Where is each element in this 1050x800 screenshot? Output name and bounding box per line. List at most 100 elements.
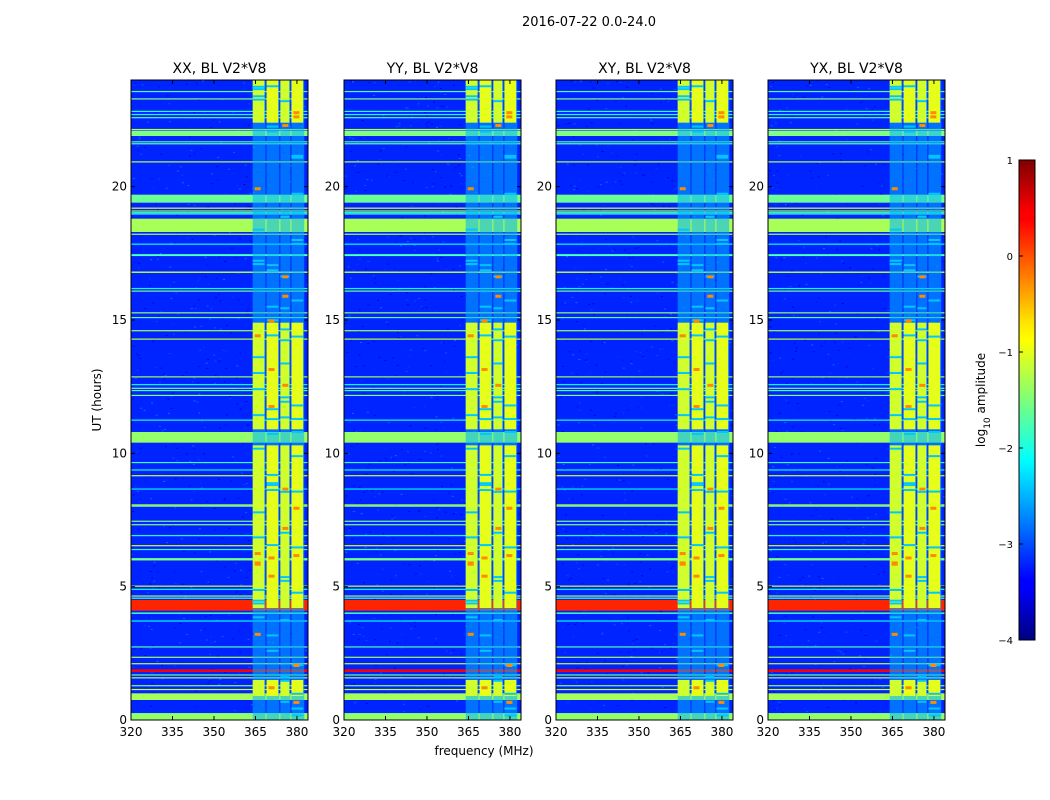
noise-pixel [799, 155, 802, 157]
noise-pixel [604, 639, 607, 641]
flagged-line [768, 688, 945, 691]
noise-pixel [138, 262, 141, 264]
rfi-gap [691, 264, 704, 267]
flagged-line [556, 612, 733, 614]
noise-pixel [395, 241, 398, 243]
noise-pixel [769, 326, 772, 328]
noise-pixel [582, 623, 585, 625]
noise-pixel [651, 529, 654, 531]
noise-pixel [231, 460, 234, 462]
noise-pixel [808, 575, 811, 577]
rfi-gap [280, 362, 290, 365]
rfi-gap [465, 599, 478, 602]
noise-pixel [246, 577, 249, 579]
noise-pixel [882, 421, 885, 423]
flagged-line [768, 585, 945, 587]
noise-pixel [667, 562, 670, 564]
noise-pixel [630, 360, 633, 362]
noise-pixel [559, 396, 562, 398]
rfi-gap [493, 339, 503, 342]
noise-pixel [616, 563, 619, 565]
rfi-hotspot [693, 574, 700, 578]
noise-pixel [671, 340, 674, 342]
flagged-line [556, 117, 733, 119]
noise-pixel [421, 169, 424, 171]
noise-pixel [399, 245, 402, 247]
noise-pixel [833, 424, 836, 426]
rfi-hotspot [506, 115, 513, 119]
noise-pixel [880, 526, 883, 528]
rfi-active-block [677, 80, 690, 123]
noise-pixel [136, 491, 139, 493]
noise-pixel [650, 203, 653, 205]
noise-pixel [181, 583, 184, 585]
noise-pixel [136, 369, 139, 371]
noise-pixel [870, 532, 873, 534]
noise-pixel [439, 265, 442, 267]
noise-pixel [587, 530, 590, 532]
noise-pixel [358, 242, 361, 244]
noise-pixel [229, 397, 232, 399]
noise-pixel [823, 631, 826, 633]
noise-pixel [826, 443, 829, 445]
noise-pixel [413, 621, 416, 623]
noise-pixel [246, 425, 249, 427]
flagged-line [131, 620, 308, 622]
noise-pixel [916, 291, 919, 293]
noise-pixel [446, 163, 449, 165]
noise-pixel [627, 297, 630, 299]
noise-pixel [820, 627, 823, 629]
flagged-line [556, 387, 733, 389]
noise-pixel [775, 430, 778, 432]
noise-pixel [630, 380, 633, 382]
noise-pixel [155, 414, 158, 416]
rfi-hotspot [268, 686, 275, 690]
flagged-line [344, 243, 521, 245]
noise-pixel [689, 642, 692, 644]
noise-pixel [632, 236, 635, 238]
noise-pixel [174, 507, 177, 509]
flagged-line [131, 312, 308, 314]
noise-pixel [774, 590, 777, 592]
noise-pixel [786, 575, 789, 577]
noise-pixel [826, 707, 829, 709]
noise-pixel [882, 275, 885, 277]
noise-pixel [566, 575, 569, 577]
noise-pixel [642, 175, 645, 177]
noise-pixel [793, 110, 796, 112]
noise-pixel [359, 429, 362, 431]
rfi-gap [705, 700, 715, 703]
x-tick-label: 380 [922, 725, 945, 739]
noise-pixel [674, 208, 677, 210]
noise-pixel [669, 647, 672, 649]
rfi-hotspot [495, 383, 502, 387]
noise-pixel [606, 283, 609, 285]
noise-pixel [132, 494, 135, 496]
noise-pixel [206, 501, 209, 503]
flagged-line [131, 287, 308, 290]
noise-pixel [409, 125, 412, 127]
noise-pixel [793, 97, 796, 99]
figure-title: 2016-07-22 0.0-24.0 [522, 15, 656, 30]
rfi-hotspot [254, 334, 261, 338]
noise-pixel [192, 381, 195, 383]
noise-pixel [621, 217, 624, 219]
noise-pixel [440, 256, 443, 258]
noise-pixel [827, 353, 830, 355]
noise-pixel [585, 353, 588, 355]
noise-pixel [837, 289, 840, 291]
flagged-block [344, 194, 521, 203]
rfi-gap [928, 156, 941, 159]
noise-pixel [438, 249, 441, 251]
noise-pixel [131, 665, 134, 667]
noise-pixel [848, 352, 851, 354]
noise-pixel [384, 356, 387, 358]
noise-pixel [630, 531, 633, 533]
noise-pixel [869, 282, 872, 284]
noise-pixel [627, 289, 630, 291]
noise-pixel [374, 682, 377, 684]
noise-pixel [847, 527, 850, 529]
noise-pixel [450, 279, 453, 281]
flagged-line [344, 389, 521, 392]
noise-pixel [619, 122, 622, 124]
